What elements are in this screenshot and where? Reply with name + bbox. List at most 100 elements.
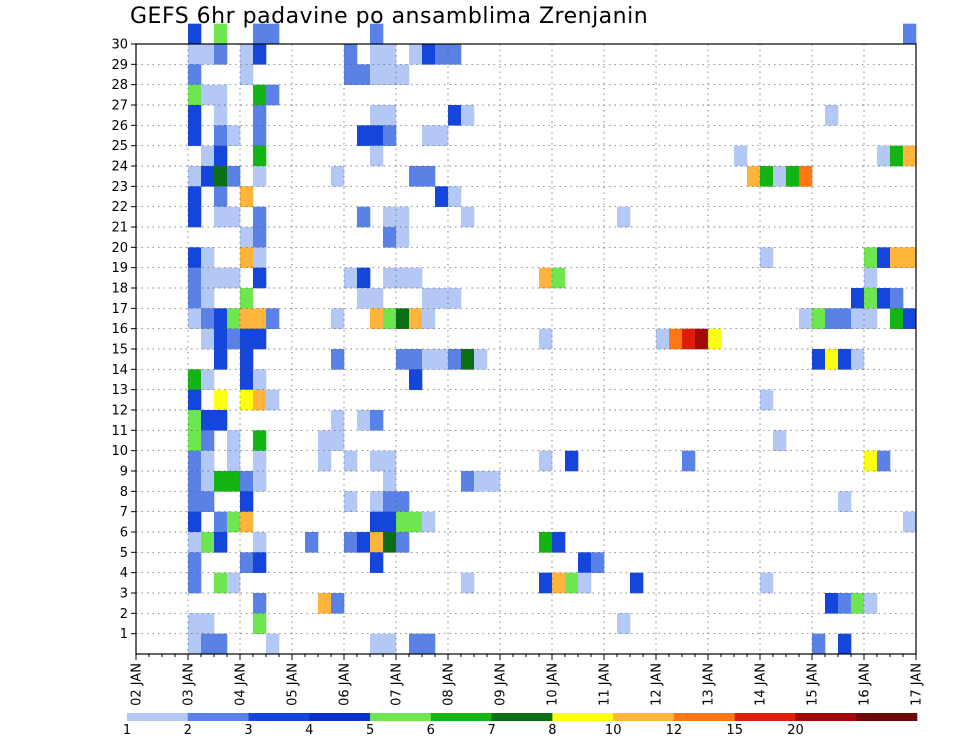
heatmap-cell	[461, 105, 475, 126]
heatmap-cell	[253, 44, 267, 65]
heatmap-cell	[396, 308, 410, 329]
heatmap-cell	[266, 84, 280, 106]
y-tick-label: 11	[111, 424, 128, 439]
heatmap-cell	[370, 145, 384, 167]
heatmap-cell	[344, 267, 358, 289]
heatmap-cell	[435, 186, 449, 207]
heatmap-cell	[227, 471, 241, 492]
heatmap-cell	[253, 247, 267, 268]
heatmap-cell	[253, 389, 267, 411]
heatmap-cell	[877, 288, 891, 309]
heatmap-cell	[851, 593, 865, 614]
heatmap-cell	[864, 450, 878, 472]
heatmap-cell	[188, 186, 202, 207]
heatmap-cell	[903, 145, 917, 167]
heatmap-cell	[474, 471, 488, 492]
heatmap-cell	[188, 84, 202, 106]
heatmap-cell	[396, 64, 410, 85]
heatmap-cell	[903, 247, 917, 268]
heatmap-cell	[266, 308, 280, 329]
heatmap-cell	[383, 206, 397, 228]
legend-swatch	[552, 713, 614, 721]
color-legend: 1 2 3 4 5 6 7 8 10 12 15 20	[123, 713, 918, 738]
heatmap-cell	[396, 227, 410, 248]
legend-label: 3	[244, 723, 252, 738]
y-tick-label: 12	[111, 404, 128, 419]
heatmap-cell	[214, 166, 228, 187]
heatmap-cell	[201, 410, 215, 431]
x-tick-label: 05 JAN	[286, 663, 301, 706]
heatmap-cell	[370, 491, 384, 512]
x-tick-label: 03 JAN	[182, 663, 197, 706]
heatmap-cell	[188, 410, 202, 431]
heatmap-cell	[370, 532, 384, 553]
y-tick-label: 17	[111, 302, 128, 317]
heatmap-cell	[422, 166, 436, 187]
heatmap-cell	[370, 23, 384, 45]
heatmap-cell	[825, 349, 839, 370]
heatmap-cell	[188, 206, 202, 228]
heatmap-cell	[227, 267, 241, 289]
heatmap-cell	[370, 44, 384, 65]
heatmap-cell	[877, 145, 891, 167]
heatmap-cell	[344, 44, 358, 65]
heatmap-cell	[357, 64, 371, 85]
legend-label: 12	[666, 723, 683, 738]
heatmap-cell	[396, 491, 410, 512]
heatmap-cell	[370, 450, 384, 472]
legend-label: 8	[548, 723, 556, 738]
y-tick-label: 30	[111, 38, 128, 53]
heatmap-cell	[227, 430, 241, 451]
heatmap-cell	[214, 532, 228, 553]
heatmap-cell	[396, 511, 410, 533]
heatmap-cell	[877, 247, 891, 268]
y-tick-label: 1	[120, 627, 128, 642]
y-tick-label: 3	[120, 587, 128, 602]
heatmap-cell	[344, 64, 358, 85]
heatmap-cell	[227, 328, 241, 350]
heatmap-cell	[240, 491, 254, 512]
heatmap-cell	[201, 328, 215, 350]
x-tick-label: 10 JAN	[546, 663, 561, 706]
heatmap-cell	[344, 491, 358, 512]
heatmap-cell	[617, 206, 631, 228]
heatmap-cell	[461, 572, 475, 594]
heatmap-cell	[253, 23, 267, 45]
heatmap-cell	[786, 166, 800, 187]
heatmap-cell	[383, 450, 397, 472]
heatmap-cell	[539, 572, 553, 594]
y-tick-label: 2	[120, 607, 128, 622]
heatmap-cell	[877, 450, 891, 472]
heatmap-cell	[890, 247, 904, 268]
heatmap-cell	[565, 450, 579, 472]
heatmap-cell	[240, 64, 254, 85]
grid-lines	[136, 44, 917, 654]
heatmap-cell	[435, 288, 449, 309]
heatmap-cell	[851, 288, 865, 309]
heatmap-cell	[227, 125, 241, 146]
heatmap-cell	[422, 308, 436, 329]
heatmap-cell	[331, 430, 345, 451]
heatmap-cell	[357, 532, 371, 553]
y-tick-label: 24	[111, 160, 128, 175]
heatmap-cell	[383, 125, 397, 146]
heatmap-cell	[396, 267, 410, 289]
heatmap-cell	[578, 552, 592, 573]
heatmap-cell	[383, 227, 397, 248]
heatmap-cell	[253, 450, 267, 472]
heatmap-cell	[825, 593, 839, 614]
heatmap-cell	[188, 105, 202, 126]
heatmap-cell	[851, 349, 865, 370]
heatmap-cell	[474, 349, 488, 370]
legend-swatch	[309, 713, 371, 721]
heatmap-cell	[201, 369, 215, 390]
heatmap-cell	[396, 349, 410, 370]
heatmap-cell	[214, 511, 228, 533]
heatmap-cell	[864, 593, 878, 614]
heatmap-cell	[253, 125, 267, 146]
heatmap-cell	[201, 247, 215, 268]
heatmap-cell	[201, 613, 215, 634]
heatmap-cell	[383, 633, 397, 655]
heatmap-cell	[253, 84, 267, 106]
